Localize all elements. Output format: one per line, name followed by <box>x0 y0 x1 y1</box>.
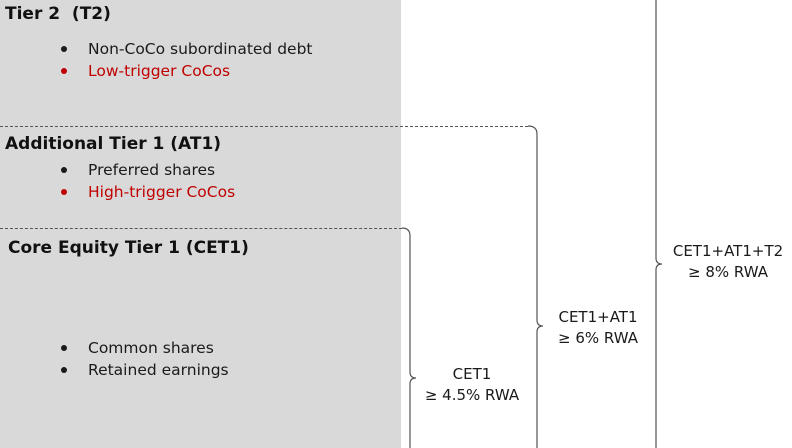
list-item: Non-CoCo subordinated debt <box>60 38 313 60</box>
cet1-list: Common shares Retained earnings <box>60 337 229 381</box>
list-item: Preferred shares <box>60 159 235 181</box>
cet1-bracket <box>401 227 417 448</box>
total-requirement: CET1+AT1+T2 ≥ 8% RWA <box>666 241 790 283</box>
at1-panel <box>0 126 401 228</box>
list-item: High-trigger CoCos <box>60 181 235 203</box>
at1-heading: Additional Tier 1 (AT1) <box>5 134 222 154</box>
tier2-list: Non-CoCo subordinated debt Low-trigger C… <box>60 38 313 82</box>
tier2-heading: Tier 2 (T2) <box>5 4 111 24</box>
total-requirement-name: CET1+AT1+T2 <box>672 242 784 260</box>
at1-top-dashed-line <box>0 126 528 127</box>
list-item: Retained earnings <box>60 359 229 381</box>
at1-list: Preferred shares High-trigger CoCos <box>60 159 235 203</box>
cet1-heading: Core Equity Tier 1 (CET1) <box>8 238 249 258</box>
total-capital-bracket <box>655 0 663 448</box>
cet1-top-dashed-line <box>0 228 402 229</box>
cet1-at1-requirement: CET1+AT1 ≥ 6% RWA <box>547 307 649 349</box>
cet1-requirement-name: CET1 <box>452 365 492 383</box>
cet1-requirement-ratio: ≥ 4.5% RWA <box>424 386 520 404</box>
cet1-at1-requirement-name: CET1+AT1 <box>558 308 638 326</box>
list-item: Common shares <box>60 337 229 359</box>
cet1-at1-bracket <box>527 125 544 448</box>
tier2-panel <box>0 0 401 126</box>
cet1-at1-requirement-ratio: ≥ 6% RWA <box>558 329 638 347</box>
list-item: Low-trigger CoCos <box>60 60 313 82</box>
cet1-panel <box>0 228 401 448</box>
cet1-requirement: CET1 ≥ 4.5% RWA <box>420 364 524 406</box>
total-requirement-ratio: ≥ 8% RWA <box>688 263 768 281</box>
